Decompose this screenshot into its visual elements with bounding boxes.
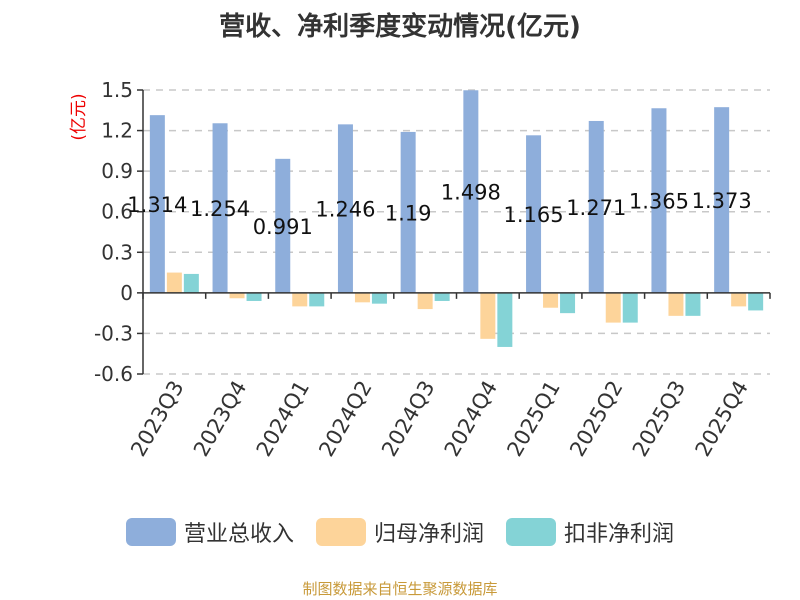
bar-2025Q1-series-0: [526, 135, 542, 293]
x-tick-label: 2025Q1: [502, 377, 564, 461]
data-label: 1.271: [566, 196, 626, 220]
bar-2024Q2-series-1: [354, 292, 370, 303]
bar-2023Q3-series-1: [166, 272, 182, 293]
bar-2023Q4-series-1: [229, 292, 245, 299]
data-label: 0.991: [253, 215, 313, 239]
bar-2025Q2-series-1: [605, 292, 621, 323]
bar-2023Q4-series-0: [212, 123, 228, 293]
y-tick-label: -0.3: [94, 321, 133, 345]
x-tick-label: 2024Q3: [377, 377, 439, 461]
grid-lines: [143, 89, 770, 375]
data-label: 1.254: [190, 197, 250, 221]
bar-2024Q2-series-0: [337, 124, 353, 293]
y-tick-label: 1.2: [101, 119, 133, 143]
source-note: 制图数据来自恒生聚源数据库: [302, 580, 498, 598]
chart-title: 营收、净利季度变动情况(亿元): [219, 12, 581, 42]
bar-2025Q4-series-2: [748, 292, 764, 311]
x-tick-label: 2024Q1: [252, 377, 314, 461]
y-tick-label: 0.3: [101, 240, 133, 264]
bars: [149, 90, 764, 347]
data-label: 1.246: [315, 198, 375, 222]
bar-2024Q3-series-0: [400, 131, 416, 293]
y-tick-label: 1.5: [101, 78, 133, 102]
bar-2024Q1-series-1: [292, 292, 308, 307]
data-label: 1.498: [441, 181, 501, 205]
bar-2024Q1-series-2: [309, 292, 325, 307]
bar-2025Q1-series-1: [543, 292, 559, 308]
legend-swatch: [315, 518, 366, 546]
data-label: 1.314: [127, 193, 187, 217]
y-axis-label: (亿元): [69, 93, 89, 140]
bar-2025Q1-series-2: [560, 292, 576, 314]
bar-2024Q4-series-0: [463, 90, 479, 293]
legend-swatch: [125, 518, 176, 546]
legend-label: 扣非净利润: [564, 522, 675, 547]
y-tick-label: -0.6: [94, 362, 133, 386]
x-tick-label: 2025Q3: [628, 377, 690, 461]
y-tick-label: 0.9: [101, 159, 133, 183]
legend-item-0[interactable]: 营业总收入: [125, 516, 294, 548]
legend-label: 营业总收入: [183, 522, 294, 547]
data-label: 1.365: [629, 190, 689, 214]
data-label: 1.19: [385, 201, 432, 225]
x-tick-label: 2025Q4: [691, 377, 753, 461]
y-tick-label: 0.6: [101, 200, 133, 224]
bar-2024Q4-series-1: [480, 292, 496, 339]
bar-2024Q1-series-0: [275, 158, 291, 293]
legend-label: 归母净利润: [373, 522, 484, 547]
data-label: 1.373: [692, 189, 752, 213]
bar-2023Q3-series-2: [183, 273, 199, 293]
bar-2025Q4-series-0: [714, 107, 730, 293]
x-tick-label: 2024Q2: [314, 377, 376, 461]
x-tick-label: 2025Q2: [565, 377, 627, 461]
legend-swatch: [506, 518, 556, 546]
bar-2025Q3-series-1: [668, 292, 684, 316]
bar-2023Q4-series-2: [246, 292, 262, 301]
bar-2024Q3-series-2: [434, 292, 450, 301]
bar-2024Q4-series-2: [497, 292, 513, 347]
bar-2025Q3-series-2: [685, 292, 701, 316]
bar-2025Q3-series-0: [651, 108, 667, 293]
bar-2023Q3-series-0: [149, 115, 165, 293]
bar-2025Q4-series-1: [731, 292, 747, 307]
bar-2024Q3-series-1: [417, 292, 433, 310]
y-tick-label: 0: [120, 281, 133, 305]
bar-2024Q2-series-2: [371, 292, 387, 304]
legend-item-2[interactable]: 扣非净利润: [506, 516, 674, 548]
bar-2025Q2-series-2: [622, 292, 638, 323]
x-tick-label: 2023Q3: [126, 377, 188, 461]
x-tick-label: 2023Q4: [189, 377, 251, 461]
bar-2025Q2-series-0: [588, 120, 604, 293]
legend-item-1[interactable]: 归母净利润: [315, 516, 484, 548]
x-tick-label: 2024Q4: [440, 376, 502, 460]
legend: 营业总收入 归母净利润 扣非净利润: [0, 516, 800, 548]
data-label: 1.165: [503, 203, 563, 227]
